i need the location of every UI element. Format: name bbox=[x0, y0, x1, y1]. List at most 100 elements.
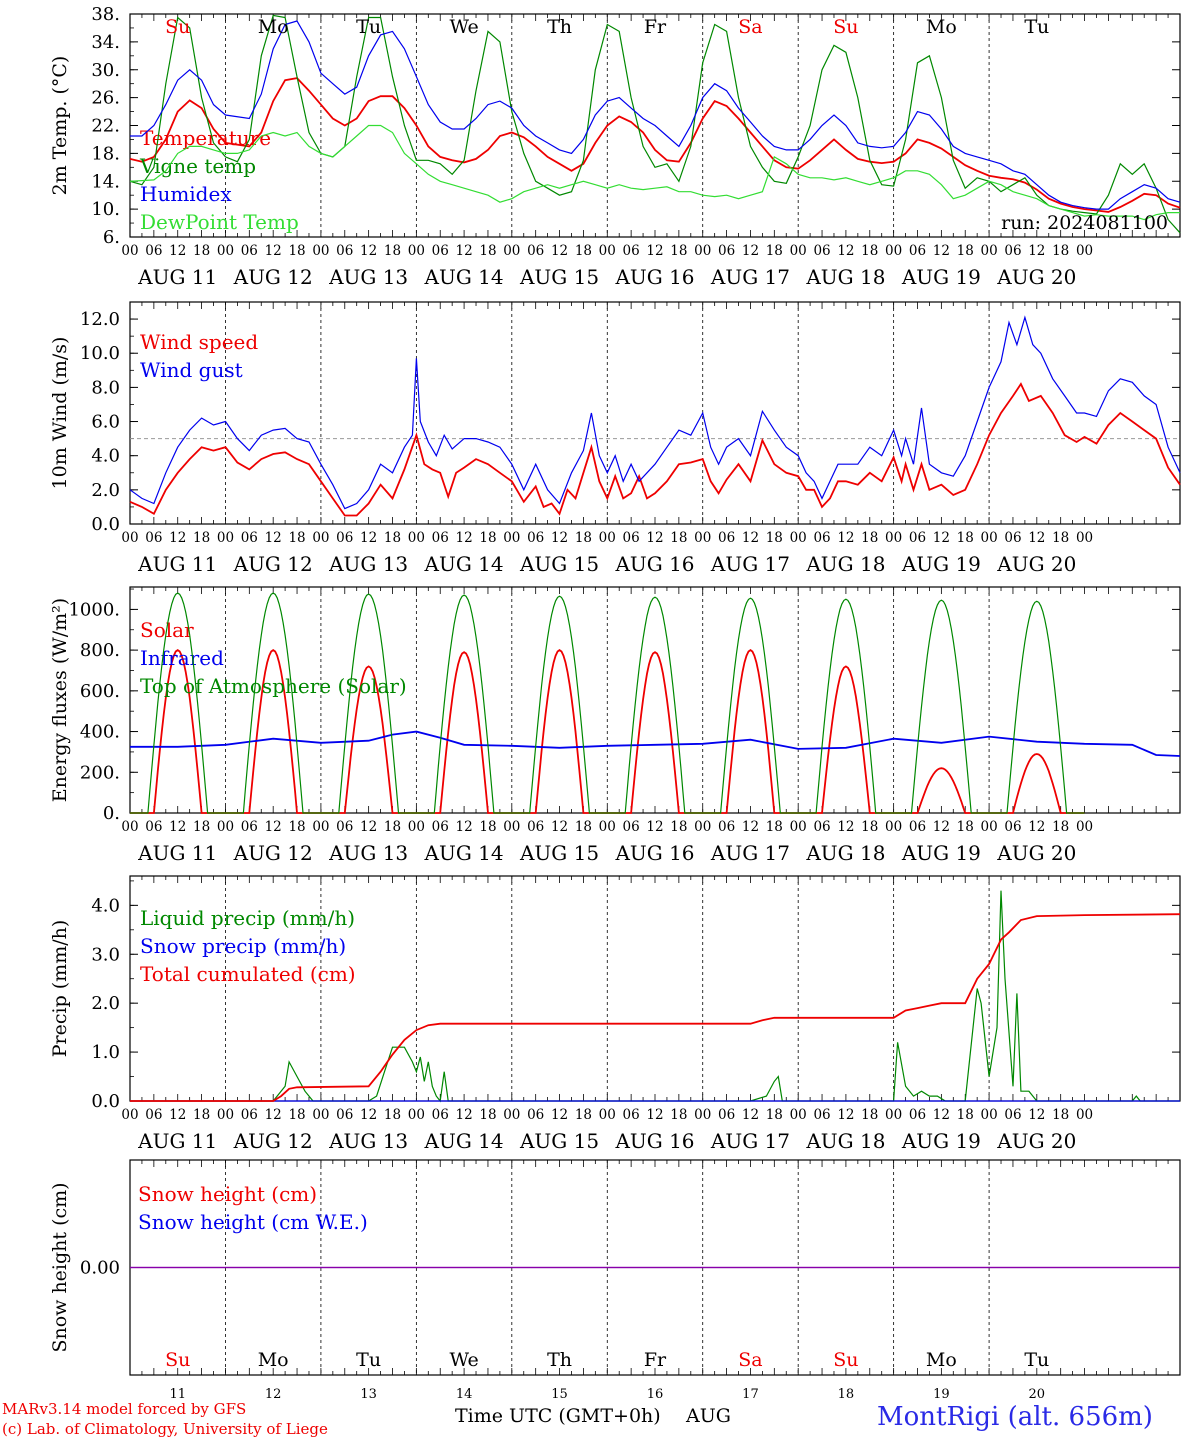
date-label: AUG 16 bbox=[614, 265, 694, 289]
hour-label: 06 bbox=[718, 243, 735, 259]
date-label: AUG 14 bbox=[424, 1129, 504, 1153]
y-tick-label: 38. bbox=[91, 4, 120, 25]
weekday-label: Tu bbox=[1024, 16, 1049, 38]
hour-label: 00 bbox=[790, 1107, 807, 1123]
hour-label: 00 bbox=[885, 530, 902, 546]
y-tick-label: 30. bbox=[91, 60, 120, 81]
series-line-top-of-atmosphere-solar- bbox=[130, 592, 1085, 814]
legend-entry: Liquid precip (mm/h) bbox=[140, 906, 355, 930]
hour-label: 18 bbox=[861, 819, 878, 835]
weekday-label: We bbox=[449, 1349, 478, 1371]
y-axis-title: Snow height (cm) bbox=[49, 1182, 71, 1352]
y-axis-title: Energy fluxes (W/m²) bbox=[49, 598, 71, 802]
hour-label: 12 bbox=[455, 243, 472, 259]
hour-label: 12 bbox=[1028, 530, 1045, 546]
y-tick-label: 6. bbox=[103, 227, 120, 248]
hour-label: 00 bbox=[1076, 819, 1093, 835]
hour-label: 06 bbox=[145, 1107, 162, 1123]
y-axis-title: 10m Wind (m/s) bbox=[49, 337, 71, 490]
hour-label: 12 bbox=[265, 1107, 282, 1123]
hour-label: 18 bbox=[384, 243, 401, 259]
day-number-label: 11 bbox=[169, 1387, 186, 1402]
hour-label: 00 bbox=[599, 530, 616, 546]
hour-label: 12 bbox=[169, 530, 186, 546]
hour-label: 00 bbox=[980, 819, 997, 835]
hour-label: 00 bbox=[312, 243, 329, 259]
hour-label: 00 bbox=[694, 243, 711, 259]
hour-label: 12 bbox=[169, 243, 186, 259]
hour-label: 06 bbox=[1004, 819, 1021, 835]
date-label: AUG 18 bbox=[805, 841, 885, 865]
date-label: AUG 14 bbox=[424, 552, 504, 576]
weekday-label: Sa bbox=[738, 1349, 762, 1371]
series-line-wind-speed bbox=[129, 382, 1181, 517]
y-tick-label: 18. bbox=[91, 143, 120, 164]
hour-label: 00 bbox=[121, 819, 138, 835]
date-label: AUG 17 bbox=[710, 265, 790, 289]
weekday-label: Tu bbox=[1024, 1349, 1049, 1371]
hour-label: 12 bbox=[742, 819, 759, 835]
date-label: AUG 12 bbox=[233, 265, 313, 289]
weekday-label: Th bbox=[547, 1349, 572, 1371]
date-label: AUG 14 bbox=[424, 265, 504, 289]
hour-label: 18 bbox=[193, 243, 210, 259]
hour-label: 00 bbox=[503, 530, 520, 546]
y-tick-label: 2.0 bbox=[91, 993, 120, 1014]
hour-label: 06 bbox=[432, 530, 449, 546]
panel-1: 6. 10. 14. 18. 22. 26. 30. 34. 38. 2m Temp. (°C) T… bbox=[49, 4, 1181, 289]
hour-label: 12 bbox=[742, 243, 759, 259]
series-line-temperature bbox=[129, 77, 1181, 213]
hour-label: 18 bbox=[670, 530, 687, 546]
date-label: AUG 11 bbox=[137, 841, 217, 865]
date-label: AUG 11 bbox=[137, 265, 217, 289]
weekday-label: Tu bbox=[356, 16, 381, 38]
hour-label: 18 bbox=[861, 243, 878, 259]
date-label: AUG 13 bbox=[328, 841, 408, 865]
hour-label: 06 bbox=[813, 819, 830, 835]
date-label: AUG 18 bbox=[805, 1129, 885, 1153]
hour-label: 12 bbox=[455, 530, 472, 546]
date-label: AUG 17 bbox=[710, 841, 790, 865]
date-label: AUG 18 bbox=[805, 265, 885, 289]
hour-label: 18 bbox=[957, 243, 974, 259]
hour-label: 00 bbox=[408, 1107, 425, 1123]
legend-entry: Snow height (cm W.E.) bbox=[138, 1210, 368, 1234]
hour-label: 00 bbox=[599, 819, 616, 835]
hour-label: 18 bbox=[861, 530, 878, 546]
y-axis-title: Precip (mm/h) bbox=[49, 920, 71, 1058]
hour-label: 06 bbox=[623, 819, 640, 835]
hour-label: 00 bbox=[599, 243, 616, 259]
y-tick-label: 22. bbox=[91, 116, 120, 137]
hour-label: 00 bbox=[312, 819, 329, 835]
legend-entry: Wind gust bbox=[140, 358, 243, 382]
hour-label: 06 bbox=[909, 243, 926, 259]
y-tick-label: 600. bbox=[80, 681, 120, 702]
date-label: AUG 14 bbox=[424, 841, 504, 865]
date-label: AUG 11 bbox=[137, 552, 217, 576]
hour-label: 18 bbox=[288, 243, 305, 259]
hour-label: 00 bbox=[312, 530, 329, 546]
panel-4: 0.0 1.0 2.0 3.0 4.0 Precip (mm/h) Liquid preci… bbox=[49, 875, 1181, 1153]
weekday-label: Fr bbox=[644, 16, 667, 38]
legend-entry: Snow height (cm) bbox=[138, 1182, 317, 1206]
hour-label: 12 bbox=[933, 243, 950, 259]
date-label: AUG 16 bbox=[614, 1129, 694, 1153]
y-tick-label: 10.0 bbox=[80, 343, 120, 364]
hour-label: 18 bbox=[957, 530, 974, 546]
hour-label: 06 bbox=[336, 1107, 353, 1123]
panel-3: 0. 200. 400. 600. 800. 1000.Energy fluxes (W/… bbox=[49, 586, 1181, 865]
hour-label: 00 bbox=[980, 1107, 997, 1123]
hour-label: 12 bbox=[551, 1107, 568, 1123]
hour-label: 18 bbox=[479, 1107, 496, 1123]
hour-label: 12 bbox=[1028, 819, 1045, 835]
hour-label: 06 bbox=[241, 819, 258, 835]
day-number-label: 14 bbox=[456, 1387, 473, 1402]
hour-label: 06 bbox=[336, 530, 353, 546]
hour-label: 18 bbox=[766, 243, 783, 259]
hour-label: 18 bbox=[670, 243, 687, 259]
weekday-label: Mo bbox=[926, 16, 957, 38]
weekday-label: Th bbox=[547, 16, 572, 38]
hour-label: 06 bbox=[813, 243, 830, 259]
hour-label: 12 bbox=[742, 530, 759, 546]
hour-label: 00 bbox=[121, 243, 138, 259]
